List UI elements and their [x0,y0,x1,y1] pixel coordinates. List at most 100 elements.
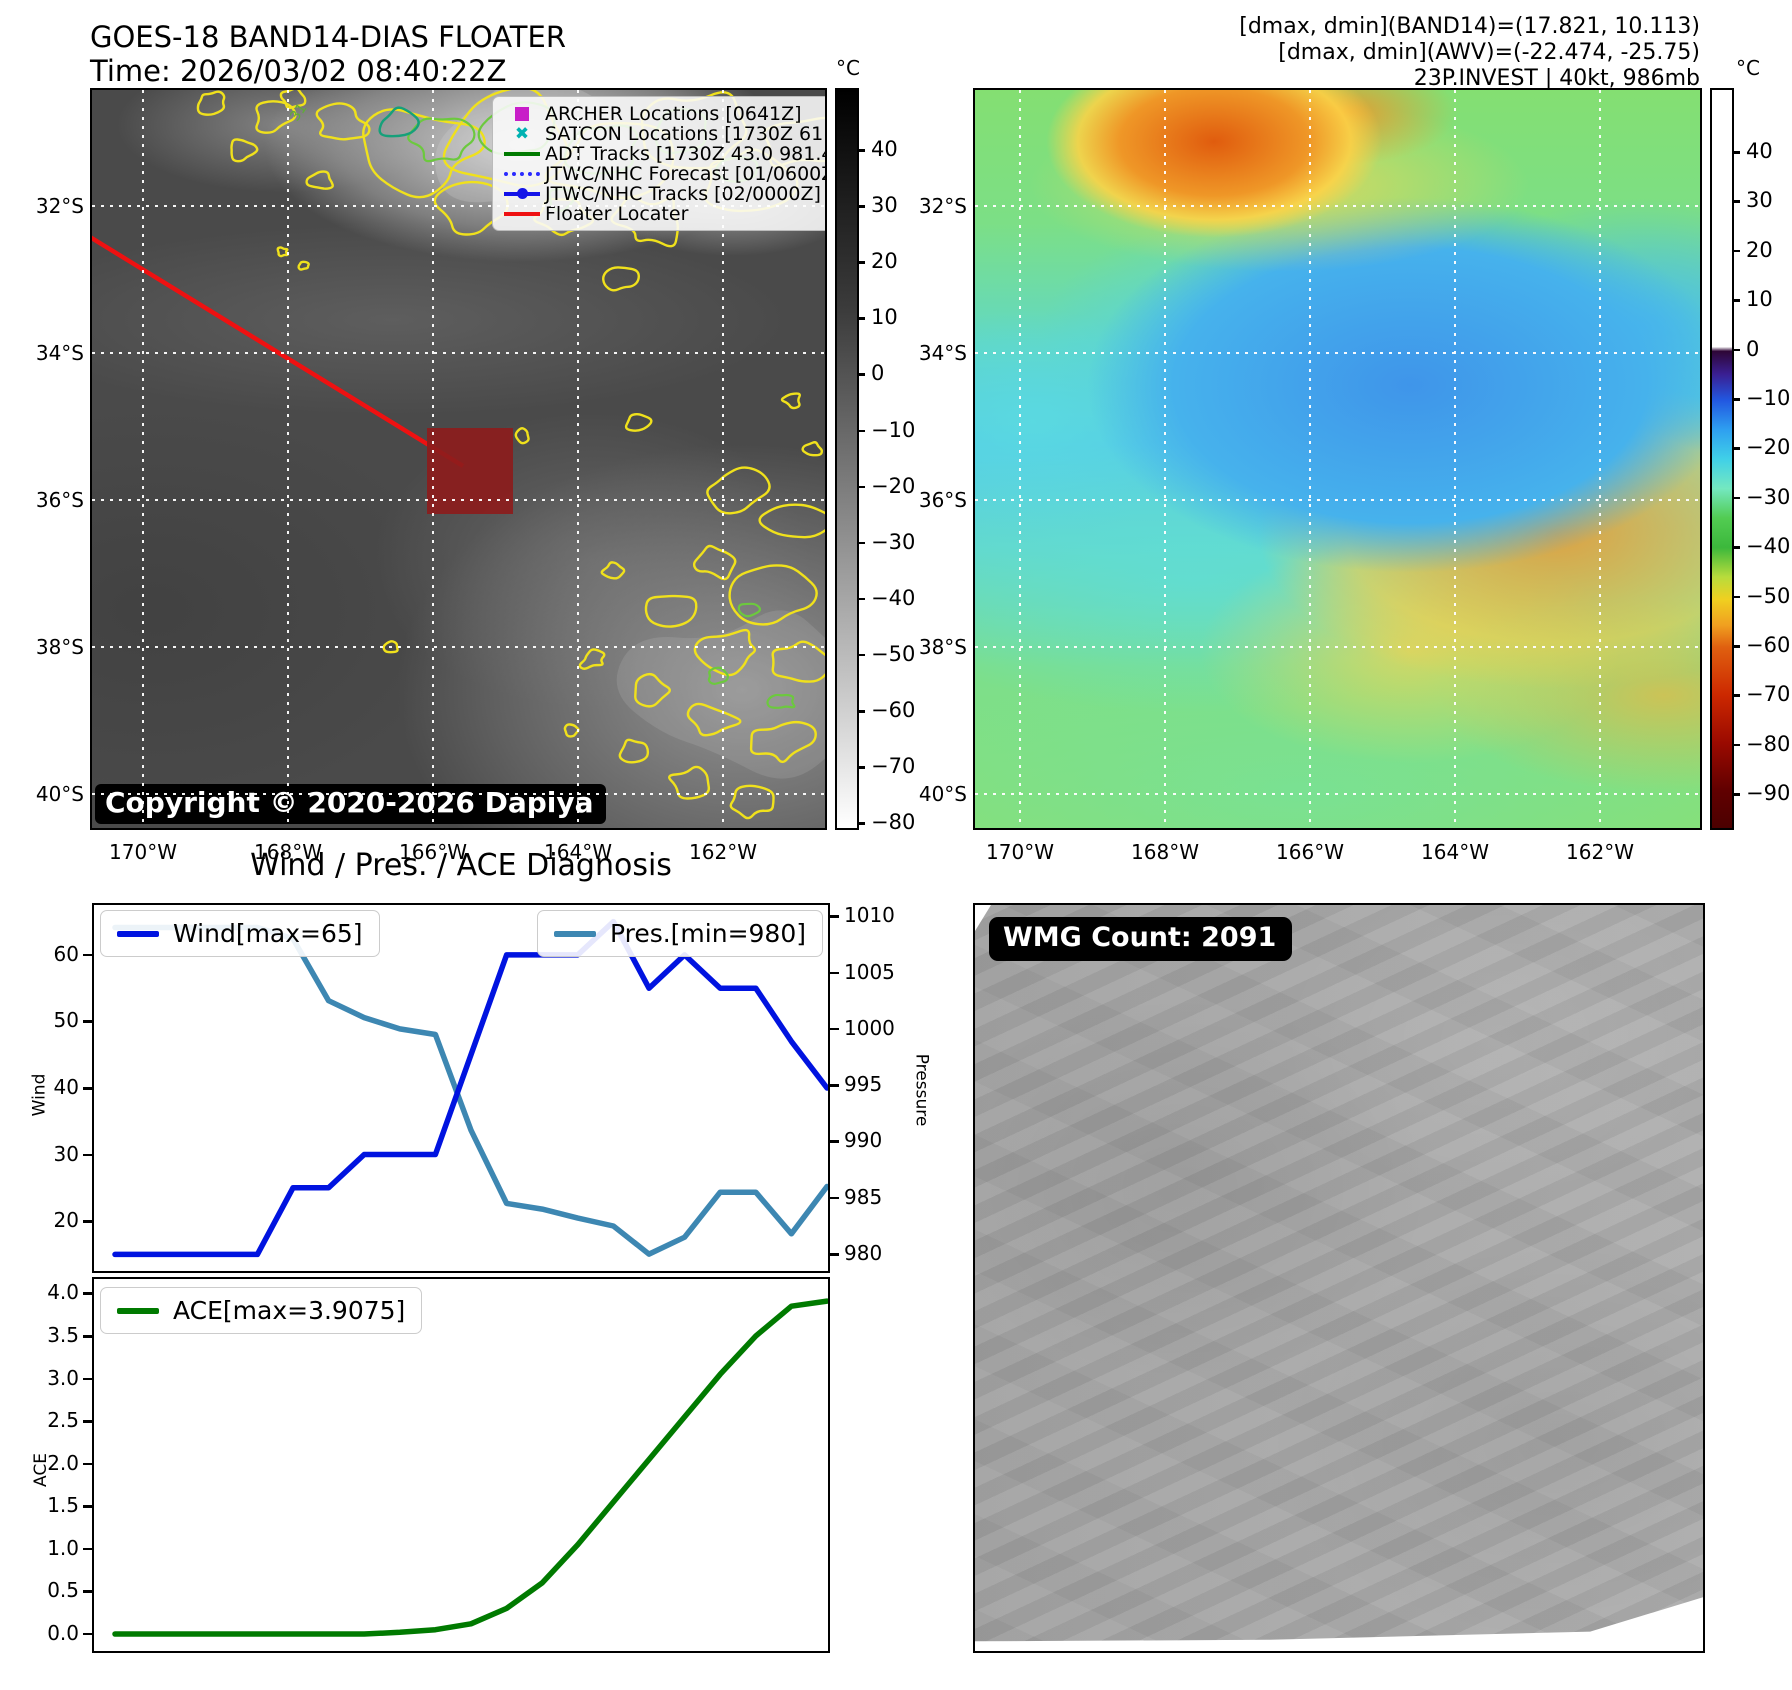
ace-axis-tick-label: 2.0 [47,1450,79,1475]
legend-item-forecast: JTWC/NHC Forecast [01/0600Z] [499,163,825,185]
band14-colorbar-tickmark [857,597,865,601]
ir-contour-yellow [693,628,757,677]
ir-contour-yellow [255,100,297,134]
awv-lat-tick-label: 38°S [918,635,967,659]
forecast-dotted-line-icon [499,172,545,176]
archer-square-icon [499,107,545,121]
awv-lat-tick-label: 32°S [918,194,967,218]
annotation-awv: [dmax, dmin](AWV)=(-22.474, -25.75) [1278,40,1700,65]
ir-contour-yellow [514,427,530,445]
wind-axis-tickmark [83,1087,92,1090]
legend-item-satcon: ✖ SATCON Locations [1730Z 61 975] [499,123,825,145]
ir-contour-green [737,602,762,618]
annotation-invest: 23P.INVEST | 40kt, 986mb [1413,66,1700,91]
ir-contour-yellow [728,564,818,626]
band14-lon-gridline [287,90,289,828]
awv-colorbar-tick-label: −20 [1746,435,1791,460]
wind-axis-tick-label: 20 [53,1208,79,1233]
awv-colorbar-tickmark [1732,546,1740,549]
legend-label: Floater Locater [545,203,689,225]
band14-colorbar [835,88,859,830]
wind-axis-tick-label: 60 [53,941,79,966]
band14-colorbar-tick-label: −40 [871,585,916,610]
ir-contour-yellow [230,138,259,163]
wind-legend-label: Wind[max=65] [173,919,363,948]
ir-contour-yellow [305,170,334,190]
band14-lat-tick-label: 38°S [35,635,84,659]
wind-axis-tickmark [83,1153,92,1157]
band14-lon-gridline [432,90,434,828]
awv-colorbar-tick-label: −40 [1746,534,1791,559]
ir-contour-yellow [563,723,580,738]
band14-lat-gridline [92,205,825,207]
ace-axis-tickmark [83,1632,92,1636]
awv-colorbar-tick-label: −10 [1746,386,1791,410]
awv-colorbar-tick-label: −60 [1746,633,1791,657]
ace-axis-tickmark [83,1292,92,1295]
awv-lat-gridline [975,352,1700,354]
pressure-axis-label: Pressure [911,1053,932,1127]
band14-lon-tick-label: 170°W [109,840,177,864]
pressure-axis-tickmark [830,915,839,918]
awv-colorbar-tickmark [1732,348,1740,352]
pressure-axis-tickmark [830,1196,839,1200]
pressure-axis-tick-label: 1010 [844,903,895,928]
awv-colorbar-tickmark [1732,200,1740,203]
ir-contour-green [707,666,729,685]
awv-lon-tick-label: 170°W [986,840,1054,864]
ace-legend: ACE[max=3.9075] [100,1287,423,1334]
awv-colorbar-tick-label: 0 [1746,336,1760,361]
ir-contour-yellow [279,90,307,110]
ir-contour-yellow [578,648,606,670]
band14-lat-tick-label: 34°S [35,341,84,365]
ir-contour-yellow [644,594,698,628]
band14-colorbar-tick-label: 0 [871,361,885,386]
wind-axis-tick-label: 50 [53,1008,79,1033]
ir-contour-yellow [668,765,711,800]
awv-colorbar-unit: °C [1736,56,1760,80]
awv-colorbar-tickmark [1732,299,1740,302]
awv-lon-gridline [1309,90,1311,828]
ir-contour-yellow [692,544,737,581]
awv-lon-gridline [1599,90,1601,828]
band14-colorbar-tick-label: −30 [871,529,916,554]
pressure-axis-tick-label: 990 [844,1128,883,1153]
awv-lat-tick-label: 40°S [918,782,967,806]
wind-legend: Wind[max=65] [100,910,380,957]
legend-label: SATCON Locations [1730Z 61 975] [545,123,825,145]
awv-image-texture [975,90,1700,828]
ace-axis-tickmark [83,1335,92,1338]
pressure-axis-tick-label: 985 [844,1184,883,1209]
band14-lat-gridline [92,499,825,501]
ir-contour-yellow [758,503,825,539]
legend-item-adt: ADT Tracks [1730Z 43.0 981.4] [499,143,827,165]
ace-axis-tickmark [83,1377,92,1381]
band14-colorbar-tickmark [857,485,865,489]
band14-legend: ARCHER Locations [0641Z] ✖ SATCON Locati… [492,96,827,231]
band14-lon-tick-label: 168°W [254,840,322,864]
ir-contour-yellow [634,672,671,708]
band14-colorbar-tick-label: −60 [871,698,916,722]
pressure-axis-tick-label: 1000 [844,1015,895,1040]
ir-contour-yellow [749,720,817,764]
adt-line-icon [499,152,545,156]
awv-lat-gridline [975,499,1700,501]
ir-contour-yellow [297,260,310,271]
ir-contour-yellow [780,392,801,410]
band14-lat-gridline [92,646,825,648]
ir-contour-yellow [382,640,399,654]
band14-lat-gridline [92,352,825,354]
legend-label: ADT Tracks [1730Z 43.0 981.4] [545,143,827,165]
pressure-axis-tick-label: 980 [844,1241,883,1266]
wind-pressure-plot [112,918,828,1258]
wind-axis-tick-label: 40 [53,1075,79,1099]
pressure-line-swatch-icon [553,930,596,937]
awv-colorbar-tick-label: −30 [1746,484,1791,509]
ir-contour-yellow [624,413,653,432]
band14-colorbar-tick-label: 10 [871,305,898,330]
awv-colorbar [1710,88,1734,830]
ace-axis-tick-label: 1.5 [47,1493,79,1518]
page-title: GOES-18 BAND14-DIAS FLOATER [90,20,566,54]
ir-contour-yellow [801,441,824,457]
